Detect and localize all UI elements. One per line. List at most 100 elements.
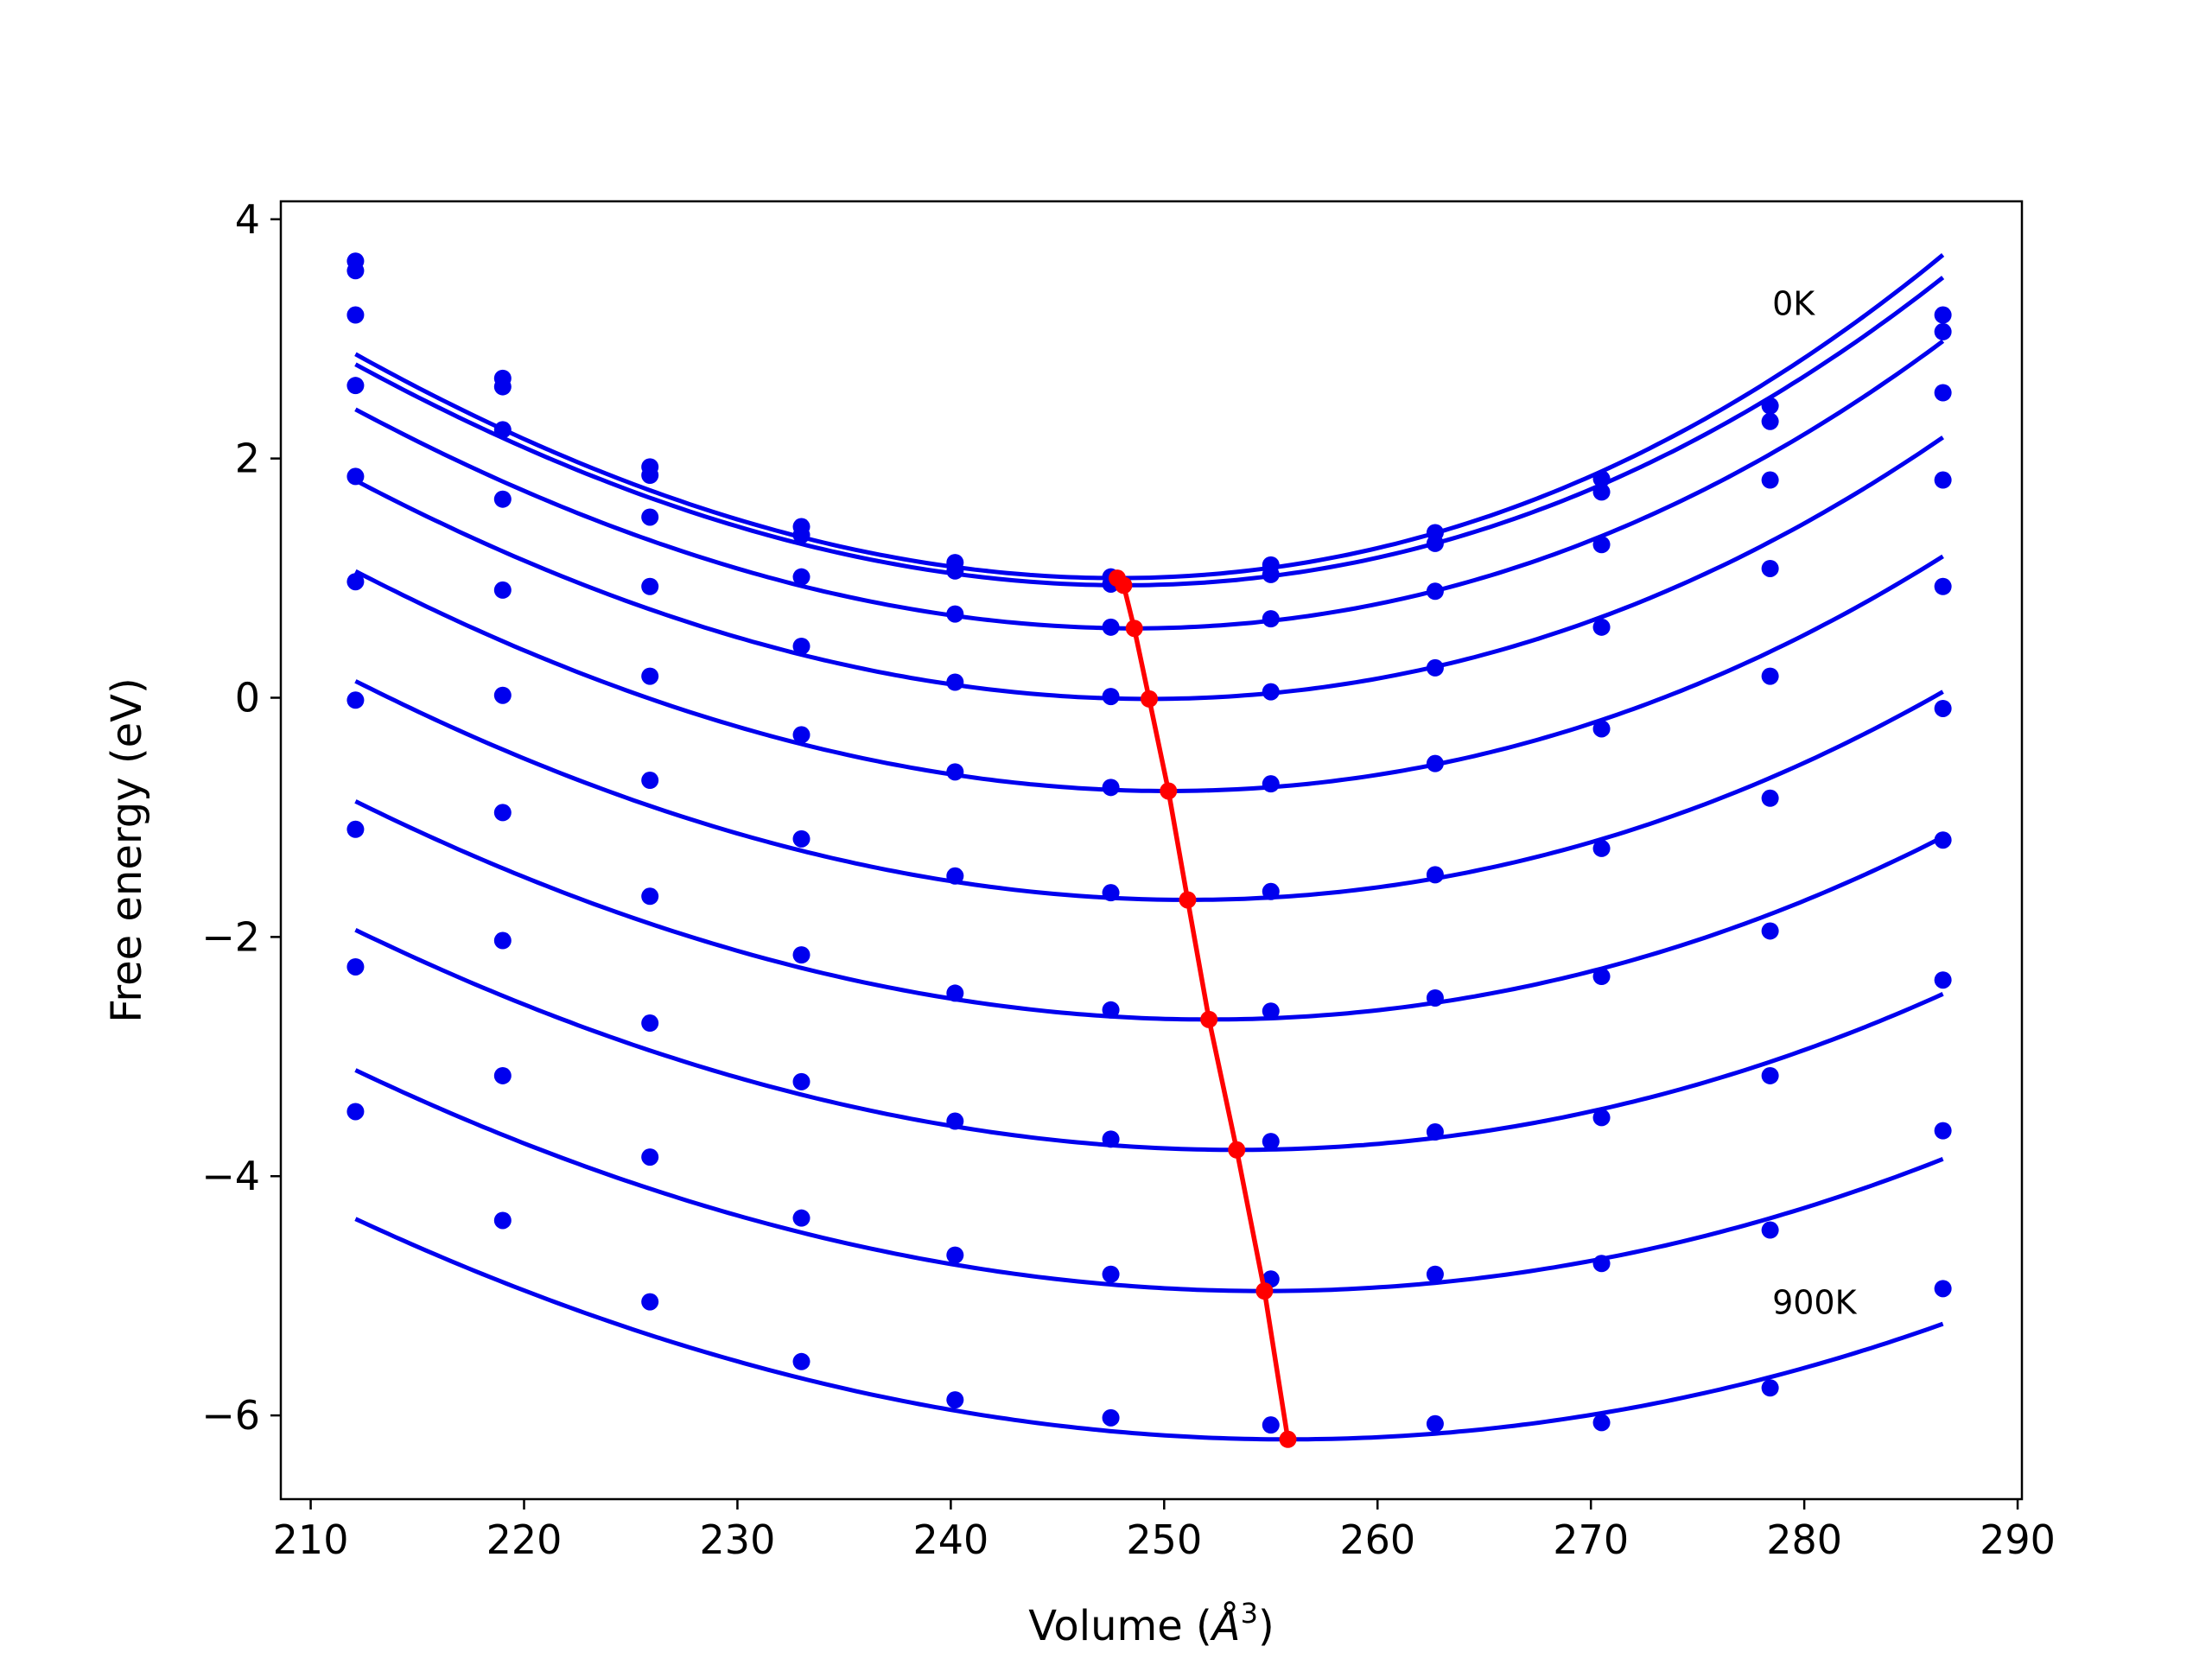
data-point	[641, 508, 659, 526]
series-6	[346, 573, 1952, 902]
data-point	[1761, 789, 1779, 807]
data-point	[946, 1246, 964, 1264]
data-point	[346, 377, 365, 395]
data-point	[1934, 384, 1952, 402]
data-point	[946, 562, 964, 580]
data-point	[641, 1014, 659, 1033]
data-point	[1934, 471, 1952, 489]
data-point	[493, 378, 512, 396]
x-tick-label: 270	[1553, 1516, 1629, 1563]
fit-curve	[354, 679, 1944, 902]
series-8	[346, 820, 1952, 1153]
data-point	[1102, 688, 1120, 706]
data-point	[946, 605, 964, 623]
data-point	[1262, 610, 1280, 628]
fit-curve	[354, 276, 1945, 588]
data-point	[1426, 534, 1444, 552]
data-point	[1761, 471, 1779, 489]
data-point	[792, 830, 810, 848]
fit-curve	[354, 927, 1944, 1153]
data-point	[1262, 775, 1280, 793]
series-10	[346, 1103, 1952, 1442]
data-point	[1934, 699, 1952, 717]
data-point	[346, 306, 365, 324]
data-point	[1262, 882, 1280, 900]
data-point	[1102, 618, 1120, 636]
annotation-label: 900K	[1772, 1284, 1858, 1322]
data-point	[946, 673, 964, 691]
data-point	[1934, 577, 1952, 595]
data-point	[1262, 565, 1280, 583]
series-5	[346, 467, 1952, 797]
data-point	[493, 581, 512, 599]
data-point	[1426, 754, 1444, 772]
data-point	[1426, 658, 1444, 677]
x-axis-label-unit: Å	[1210, 1601, 1241, 1650]
equilibrium-series	[1108, 569, 1297, 1448]
x-axis: 210 220 230 240 250 260 270 280 290	[273, 1499, 2056, 1563]
data-point	[1426, 582, 1444, 601]
equilibrium-point	[1141, 690, 1159, 708]
data-point	[946, 1112, 964, 1130]
y-axis-label: Free energy (eV)	[103, 677, 151, 1022]
data-point	[1426, 988, 1444, 1007]
data-point	[346, 691, 365, 709]
data-point	[641, 772, 659, 790]
data-point	[792, 1072, 810, 1090]
x-tick-label: 290	[1980, 1516, 2056, 1563]
fit-curve	[354, 1068, 1944, 1294]
data-point	[792, 1209, 810, 1227]
data-point	[641, 1148, 659, 1166]
data-point	[1262, 1002, 1280, 1020]
equilibrium-line	[1115, 576, 1291, 1440]
y-axis: −6 −4 −2 0 2 4	[201, 196, 281, 1439]
data-point	[792, 946, 810, 964]
equilibrium-point	[1279, 1430, 1297, 1448]
data-point	[1262, 683, 1280, 701]
data-point	[346, 957, 365, 976]
series-9	[346, 957, 1952, 1294]
x-tick-label: 220	[486, 1516, 563, 1563]
data-point	[1592, 839, 1611, 857]
data-point	[1262, 1133, 1280, 1151]
data-point	[641, 667, 659, 685]
data-point	[792, 637, 810, 655]
data-point	[1426, 1265, 1444, 1283]
equilibrium-point	[1115, 576, 1133, 594]
data-point	[1592, 720, 1611, 738]
data-point	[641, 577, 659, 595]
equilibrium-point	[1228, 1141, 1246, 1159]
fit-curve	[354, 799, 1944, 1022]
y-tick-label: 4	[235, 196, 260, 243]
data-point	[1761, 1066, 1779, 1084]
series-3	[346, 306, 1952, 636]
fit-curve	[354, 253, 1945, 581]
series-7	[346, 691, 1952, 1022]
plot-frame	[279, 200, 2024, 1501]
data-point	[946, 984, 964, 1002]
x-tick-label: 230	[700, 1516, 776, 1563]
y-tick-label: 2	[235, 435, 260, 482]
data-point	[1592, 1255, 1611, 1273]
y-tick-label: −2	[201, 913, 260, 960]
data-point	[792, 526, 810, 544]
fit-curve	[354, 339, 1945, 631]
data-point	[1102, 884, 1120, 902]
data-point	[346, 1103, 365, 1121]
data-point	[493, 1211, 512, 1230]
equilibrium-point	[1200, 1010, 1218, 1028]
x-axis-label: Volume (Å3)	[1028, 1597, 1274, 1650]
x-tick-label: 280	[1766, 1516, 1842, 1563]
data-point	[1102, 1265, 1120, 1283]
data-point	[1761, 1379, 1779, 1397]
data-point	[1934, 306, 1952, 324]
data-point	[641, 467, 659, 485]
data-point	[1934, 322, 1952, 340]
data-point	[1262, 1416, 1280, 1434]
data-point	[493, 931, 512, 950]
data-point	[493, 804, 512, 822]
data-point	[1592, 618, 1611, 636]
data-point	[1592, 1414, 1611, 1432]
y-tick-label: −4	[201, 1153, 260, 1199]
data-point	[1761, 559, 1779, 577]
